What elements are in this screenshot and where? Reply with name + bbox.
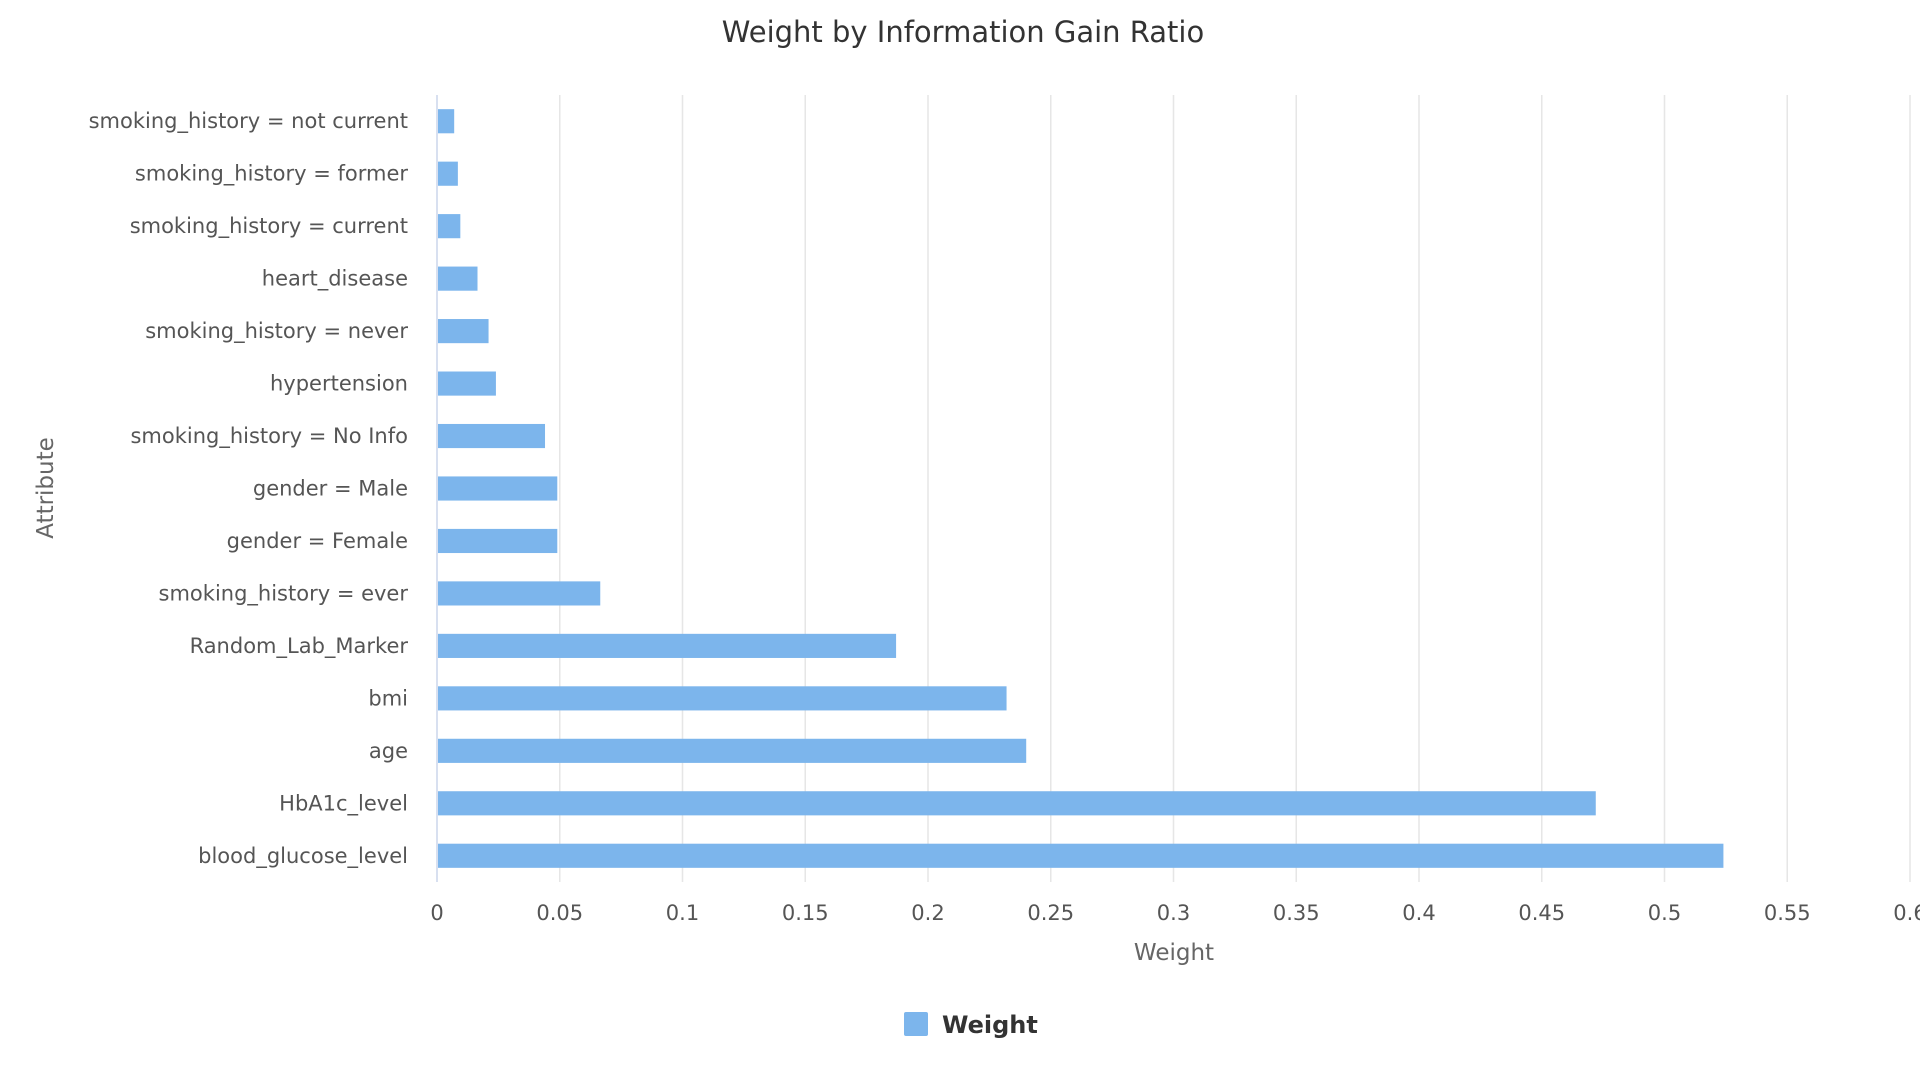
category-label: gender = Male bbox=[253, 477, 408, 501]
category-label: smoking_history = former bbox=[135, 162, 408, 187]
x-tick-labels: 0 0.05 0.1 0.15 0.2 0.25 0.3 0.35 0.4 0.45 0.5 0.55… bbox=[430, 901, 1920, 925]
category-label: smoking_history = current bbox=[130, 214, 408, 239]
x-tick-label: 0.6 bbox=[1893, 901, 1920, 925]
x-tick-label: 0.5 bbox=[1648, 901, 1681, 925]
category-label: hypertension bbox=[270, 372, 408, 396]
bar[interactable] bbox=[438, 109, 455, 134]
x-tick-label: 0.1 bbox=[666, 901, 699, 925]
category-label: smoking_history = never bbox=[145, 319, 408, 344]
chart-title: Weight by Information Gain Ratio bbox=[722, 15, 1204, 49]
category-label: blood_glucose_level bbox=[198, 844, 408, 869]
x-tick-label: 0 bbox=[430, 901, 443, 925]
category-label: gender = Female bbox=[227, 529, 408, 553]
bars bbox=[438, 109, 1724, 868]
bar[interactable] bbox=[438, 371, 496, 396]
category-labels: smoking_history = not current smoking_his… bbox=[89, 109, 409, 869]
category-label: heart_disease bbox=[262, 267, 408, 292]
x-axis-title: Weight bbox=[1134, 940, 1214, 966]
x-tick-label: 0.15 bbox=[782, 901, 829, 925]
bar[interactable] bbox=[438, 686, 1007, 711]
legend-label: Weight bbox=[942, 1011, 1038, 1039]
x-tick-label: 0.4 bbox=[1402, 901, 1435, 925]
category-label: smoking_history = not current bbox=[89, 109, 408, 134]
category-label: Random_Lab_Marker bbox=[190, 634, 409, 659]
legend[interactable]: Weight bbox=[904, 1011, 1038, 1039]
category-label: age bbox=[369, 739, 408, 763]
category-label: smoking_history = No Info bbox=[130, 424, 408, 449]
bar[interactable] bbox=[438, 266, 478, 291]
bar[interactable] bbox=[438, 738, 1027, 763]
x-tick-label: 0.2 bbox=[911, 901, 944, 925]
gridlines bbox=[559, 95, 1911, 882]
x-tick-label: 0.45 bbox=[1518, 901, 1565, 925]
category-label: HbA1c_level bbox=[279, 791, 408, 816]
bar[interactable] bbox=[438, 161, 458, 186]
bar[interactable] bbox=[438, 791, 1596, 816]
x-tick-label: 0.05 bbox=[536, 901, 583, 925]
bar[interactable] bbox=[438, 843, 1724, 868]
y-axis-title: Attribute bbox=[33, 437, 59, 539]
bar[interactable] bbox=[438, 581, 601, 606]
bar[interactable] bbox=[438, 214, 461, 239]
bar[interactable] bbox=[438, 476, 558, 501]
bar[interactable] bbox=[438, 423, 546, 449]
x-tick-label: 0.35 bbox=[1273, 901, 1320, 925]
legend-swatch bbox=[904, 1012, 928, 1036]
bar[interactable] bbox=[438, 528, 558, 554]
category-label: bmi bbox=[368, 686, 408, 710]
bar[interactable] bbox=[438, 633, 897, 658]
bar[interactable] bbox=[438, 319, 489, 344]
x-tick-label: 0.55 bbox=[1764, 901, 1811, 925]
x-tick-label: 0.25 bbox=[1027, 901, 1074, 925]
category-label: smoking_history = ever bbox=[159, 581, 409, 606]
x-tick-label: 0.3 bbox=[1157, 901, 1190, 925]
